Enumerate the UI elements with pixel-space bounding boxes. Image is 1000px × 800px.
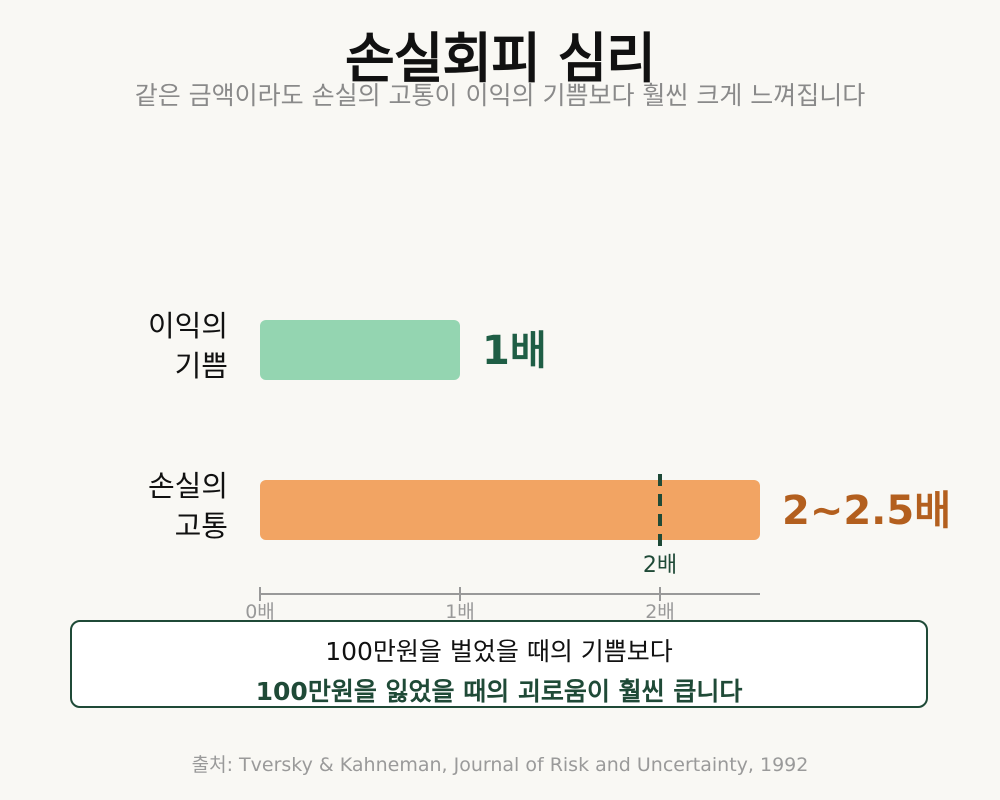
callout-line-2: 100만원을 잃었을 때의 괴로움이 훨씬 큽니다 — [255, 677, 743, 706]
category-label-1-1: 고통 — [175, 509, 228, 543]
x-tick-label-1: 1배 — [445, 601, 475, 620]
category-label-0-0: 이익의 — [148, 309, 228, 343]
callout-line-1: 100만원을 벌었을 때의 기쁨보다 — [325, 637, 673, 666]
page-subtitle: 같은 금액이라도 손실의 고통이 이익의 기쁨보다 훨씬 크게 느껴집니다 — [134, 81, 866, 110]
bar-0 — [260, 320, 460, 380]
category-label-1-0: 손실의 — [148, 469, 228, 503]
x-tick-label-0: 0배 — [245, 601, 275, 620]
value-label-1: 2~2.5배 — [782, 488, 951, 534]
bar-1 — [260, 480, 760, 540]
page-title: 손실회피 심리 — [345, 27, 656, 90]
x-tick-label-2: 2배 — [645, 601, 675, 620]
reference-line-label: 2배 — [643, 553, 677, 578]
value-label-0: 1배 — [482, 328, 547, 374]
source-citation: 출처: Tversky & Kahneman, Journal of Risk … — [191, 754, 809, 776]
category-label-0-1: 기쁨 — [175, 349, 228, 383]
callout-box: 100만원을 벌었을 때의 기쁨보다 100만원을 잃었을 때의 괴로움이 훨씬… — [70, 620, 928, 708]
